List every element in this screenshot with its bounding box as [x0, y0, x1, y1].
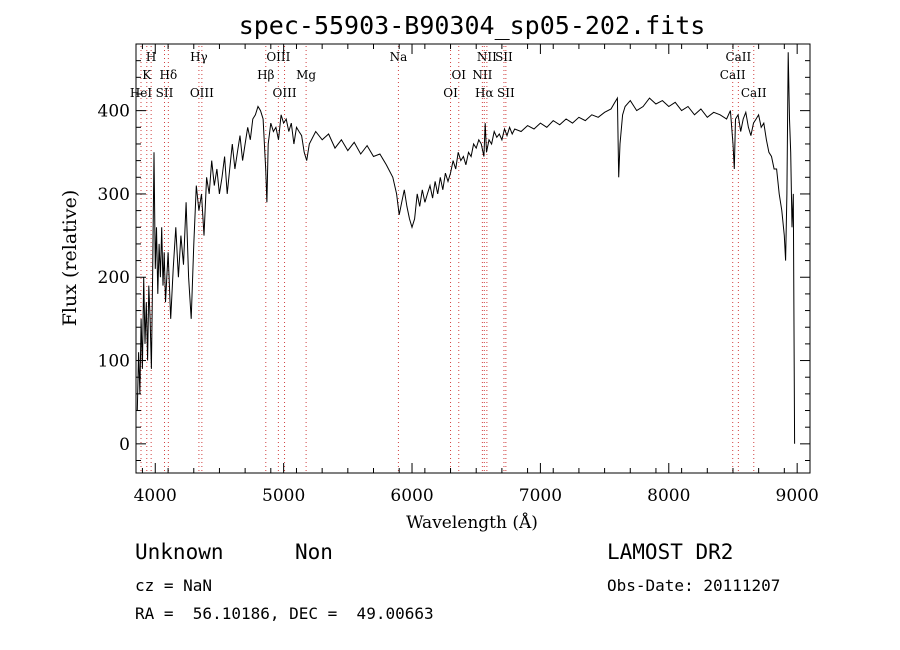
emission-line-labels: HeI KH SII Hδ Hγ OIII Hβ OIII OIII Mg Na OI OI NII Hα N…: [130, 50, 767, 100]
x-tick-label: 4000: [134, 486, 177, 506]
y-tick-label: 300: [98, 185, 130, 205]
marker-label: SII: [495, 50, 513, 64]
x-axis: 4000 5000 6000 7000 8000 9000: [134, 44, 819, 506]
marker-label: HeI: [130, 86, 153, 100]
marker-label: NII: [472, 68, 492, 82]
marker-label: Hα: [475, 86, 494, 100]
marker-label: CaII: [720, 68, 746, 82]
marker-label: OIII: [266, 50, 290, 64]
y-tick-label: 100: [98, 352, 130, 372]
class-label: Unknown: [135, 540, 224, 564]
marker-label: SII: [156, 86, 174, 100]
marker-label: Hδ: [160, 68, 178, 82]
marker-label: H: [146, 50, 156, 64]
marker-label: OIII: [273, 86, 297, 100]
marker-label: Na: [390, 50, 408, 64]
marker-label: Hγ: [190, 50, 208, 64]
x-tick-label: 9000: [776, 486, 819, 506]
obs-date-label: Obs-Date: 20111207: [607, 576, 781, 595]
x-tick-label: 7000: [519, 486, 562, 506]
y-tick-label: 200: [98, 268, 130, 288]
x-axis-label: Wavelength (Å): [406, 512, 538, 533]
marker-label: K: [142, 68, 152, 82]
marker-label: SII: [497, 86, 515, 100]
spectrum-line: [136, 52, 796, 444]
marker-label: OI: [451, 68, 466, 82]
x-tick-label: 8000: [647, 486, 690, 506]
marker-label: OIII: [190, 86, 214, 100]
plot-frame: [135, 43, 811, 474]
marker-label: OI: [443, 86, 458, 100]
marker-label: Mg: [296, 68, 316, 82]
y-axis-label: Flux (relative): [59, 190, 81, 327]
redshift-label: cz = NaN: [135, 576, 213, 595]
marker-label: NII: [477, 50, 497, 64]
chart-title: spec-55903-B90304_sp05-202.fits: [239, 11, 706, 40]
marker-label: CaII: [741, 86, 767, 100]
survey-label: LAMOST DR2: [607, 540, 734, 564]
coords-label: RA = 56.10186, DEC = 49.00663: [135, 604, 434, 623]
marker-label: Hβ: [257, 68, 274, 82]
y-tick-label: 0: [119, 435, 130, 455]
x-tick-label: 6000: [390, 486, 433, 506]
subclass-label: Non: [295, 540, 333, 564]
x-tick-label: 5000: [262, 486, 305, 506]
y-tick-label: 400: [98, 102, 130, 122]
y-axis: 0 100 200 300 400: [98, 60, 810, 462]
emission-line-markers: [140, 46, 755, 473]
marker-label: CaII: [725, 50, 751, 64]
